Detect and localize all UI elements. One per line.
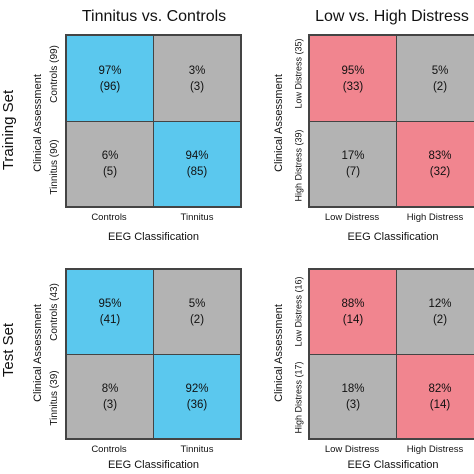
cell-percent: 18% (341, 382, 365, 395)
matrix-cell: 3% (3) (153, 35, 241, 122)
cell-count: (85) (186, 166, 208, 178)
cell-percent: 97% (98, 64, 122, 77)
cell-percent: 5% (431, 64, 449, 77)
cell-percent: 82% (428, 382, 452, 395)
cell-percent: 17% (341, 150, 365, 162)
cell-count: (3) (345, 398, 361, 411)
cell-percent: 12% (428, 298, 452, 310)
matrix-cell: 97% (96) (66, 35, 154, 122)
confusion-matrix: 95% (41) 5% (2) 8% (3) 92% (36) (65, 268, 242, 440)
cell-percent: 5% (188, 298, 206, 310)
matrix-cell: 5% (2) (153, 269, 241, 355)
x-axis-title: EEG Classification (107, 231, 200, 243)
y-axis-title: Clinical Assessment (273, 74, 285, 172)
matrix-cell: 94% (85) (153, 121, 241, 207)
cell-percent: 92% (185, 382, 209, 395)
cell-count: (2) (432, 314, 448, 326)
y-tick-label: High Distress (17) (293, 361, 304, 434)
y-tick-label: Low Distress (16) (293, 276, 304, 347)
matrix-cell: 6% (5) (66, 121, 154, 207)
matrix-cell: 12% (2) (396, 269, 474, 355)
x-axis-title: EEG Classification (107, 459, 200, 471)
matrix-cell: 95% (41) (66, 269, 154, 355)
confusion-matrix: 97% (96) 3% (3) 6% (5) 94% (85) (65, 34, 242, 208)
row-label-training-set: Training Set (0, 89, 17, 171)
y-tick-label: Controls (43) (49, 283, 60, 341)
cell-count: (14) (342, 314, 364, 326)
x-axis-title: EEG Classification (347, 231, 439, 243)
y-tick-label: Low Distress (35) (293, 38, 304, 109)
cell-count: (2) (432, 80, 448, 93)
matrix-cell: 18% (3) (309, 354, 397, 439)
cell-count: (7) (345, 166, 361, 178)
matrix-cell: 83% (32) (396, 121, 474, 207)
confusion-matrix: 88% (14) 12% (2) 18% (3) 82% (14) (308, 268, 474, 440)
x-tick-label: High Distress (406, 444, 464, 455)
x-tick-label: Low Distress (324, 444, 380, 455)
cell-count: (14) (429, 398, 451, 411)
matrix-cell: 17% (7) (309, 121, 397, 207)
cell-count: (3) (189, 80, 205, 93)
cell-count: (96) (99, 80, 121, 93)
y-axis-title: Clinical Assessment (32, 74, 44, 172)
y-tick-label: Tinnitus (39) (49, 370, 60, 426)
cell-count: (36) (186, 398, 208, 411)
x-tick-label: High Distress (406, 212, 464, 223)
cell-percent: 83% (428, 150, 452, 162)
x-tick-label: Controls (91, 212, 127, 223)
cell-percent: 95% (341, 64, 365, 77)
cell-percent: 95% (98, 298, 122, 310)
title-tinnitus-vs-controls: Tinnitus vs. Controls (81, 8, 227, 25)
title-low-vs-high-distress: Low vs. High Distress (315, 8, 469, 25)
cell-count: (32) (429, 166, 451, 178)
cell-count: (3) (102, 398, 118, 411)
x-axis-title: EEG Classification (347, 459, 439, 471)
cell-count: (2) (189, 314, 205, 326)
cell-percent: 8% (101, 382, 119, 395)
matrix-cell: 88% (14) (309, 269, 397, 355)
matrix-cell: 5% (2) (396, 35, 474, 122)
matrix-cell: 95% (33) (309, 35, 397, 122)
y-tick-label: High Distress (39) (293, 129, 304, 202)
confusion-matrix: 95% (33) 5% (2) 17% (7) 83% (32) (308, 34, 474, 208)
cell-percent: 88% (341, 298, 365, 310)
x-tick-label: Low Distress (324, 212, 380, 223)
y-axis-title: Clinical Assessment (32, 304, 44, 402)
cell-percent: 6% (101, 150, 119, 162)
y-axis-title: Clinical Assessment (273, 304, 285, 402)
y-tick-label: Controls (99) (49, 45, 60, 103)
x-tick-label: Tinnitus (180, 444, 214, 455)
cell-percent: 94% (185, 150, 209, 162)
cell-count: (41) (99, 314, 121, 326)
cell-count: (33) (342, 80, 364, 93)
x-tick-label: Controls (91, 444, 127, 455)
cell-percent: 3% (188, 64, 206, 77)
y-tick-label: Tinnitus (90) (49, 139, 60, 195)
cell-count: (5) (102, 166, 118, 178)
matrix-cell: 92% (36) (153, 354, 241, 439)
matrix-cell: 82% (14) (396, 354, 474, 439)
matrix-cell: 8% (3) (66, 354, 154, 439)
row-label-test-set: Test Set (0, 322, 17, 378)
x-tick-label: Tinnitus (180, 212, 214, 223)
